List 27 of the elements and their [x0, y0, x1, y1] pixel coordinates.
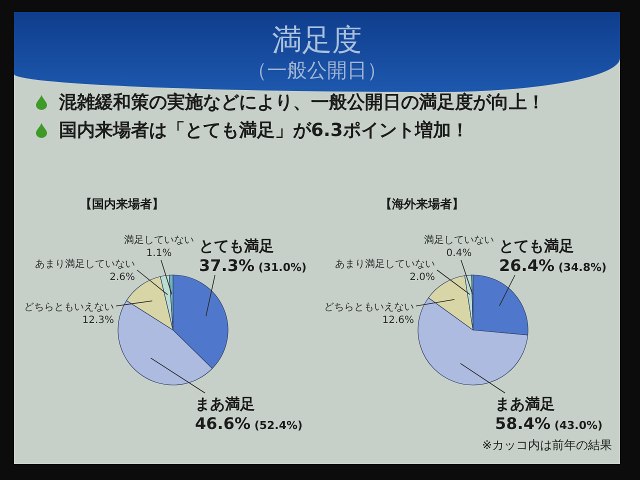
- chart-title: 【海外来場者】: [380, 197, 464, 211]
- slice-label: まあ満足: [495, 395, 555, 413]
- slice-label: 満足していない: [424, 234, 494, 246]
- data-label: 12.3%: [82, 315, 114, 326]
- data-label: 46.6% (52.4%): [195, 414, 303, 433]
- data-label: 2.0%: [410, 272, 435, 283]
- slice-label: とても満足: [499, 237, 574, 255]
- data-label: 58.4% (43.0%): [495, 414, 603, 433]
- data-label: 2.6%: [110, 272, 135, 283]
- text: 混雑緩和策の実施などにより、一般公開日の満足度が向上！: [59, 92, 545, 114]
- text: （一般公開日）: [247, 58, 387, 82]
- chart-title: 【国内来場者】: [80, 197, 164, 211]
- slice-label: どちらともいえない: [24, 302, 114, 313]
- data-label: 37.3% (31.0%): [199, 256, 307, 275]
- data-label: 12.6%: [382, 315, 414, 326]
- data-label: 26.4% (34.8%): [499, 256, 607, 275]
- data-label: 1.1%: [146, 248, 172, 259]
- slice-label: まあ満足: [195, 395, 255, 413]
- text: 満足度: [272, 23, 362, 58]
- slice-label: あまり満足していない: [335, 258, 435, 270]
- slice-label: 満足していない: [124, 234, 194, 246]
- slice-label: とても満足: [199, 237, 274, 255]
- slice-label: どちらともいえない: [324, 302, 414, 313]
- data-label: 0.4%: [446, 248, 472, 259]
- text: 国内来場者は「とても満足」が6.3ポイント増加！: [59, 120, 469, 142]
- text: ※カッコ内は前年の結果: [482, 438, 612, 452]
- slice-label: あまり満足していない: [35, 258, 135, 270]
